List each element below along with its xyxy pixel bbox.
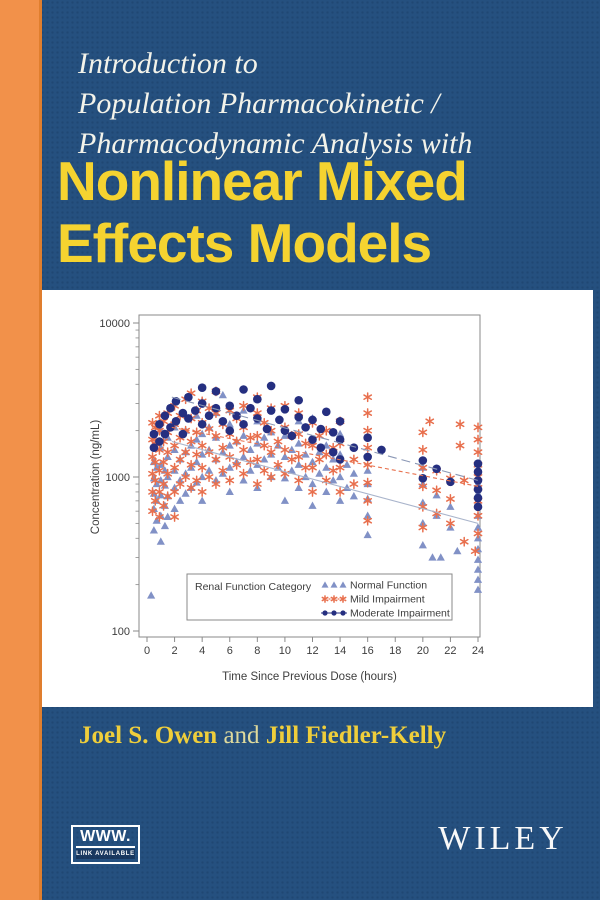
svg-text:Mild Impairment: Mild Impairment: [350, 594, 425, 606]
svg-text:10000: 10000: [99, 318, 130, 330]
spine-stripe: [0, 0, 42, 900]
book-subtitle: Introduction to Population Pharmacokinet…: [78, 44, 558, 164]
svg-text:0: 0: [144, 645, 150, 657]
svg-text:14: 14: [334, 645, 346, 657]
chart-panel: 0 2 4 6 8 10 12 14 16 18 20 22 24 100 1000 10000 Time Si…: [42, 290, 593, 707]
wiley-logo: WILEY: [438, 820, 568, 857]
svg-text:8: 8: [254, 645, 260, 657]
title-line-1: Nonlinear Mixed: [57, 150, 468, 212]
subtitle-line-2: Population Pharmacokinetic /: [78, 87, 440, 120]
svg-text:4: 4: [199, 645, 205, 657]
author-name-1: Joel S. Owen: [79, 722, 218, 749]
svg-text:2: 2: [172, 645, 178, 657]
svg-text:24: 24: [472, 645, 484, 657]
author-conjunction: and: [217, 722, 266, 749]
www-link-badge: WWW. LINK AVAILABLE: [71, 825, 140, 864]
author-line: Joel S. Owen and Jill Fiedler-Kelly: [79, 722, 559, 750]
www-text: WWW.: [76, 827, 135, 848]
svg-text:16: 16: [362, 645, 374, 657]
title-line-2: Effects Models: [57, 212, 432, 274]
svg-text:Concentration (ng/mL): Concentration (ng/mL): [90, 420, 102, 535]
svg-text:18: 18: [389, 645, 401, 657]
svg-text:Normal Function: Normal Function: [350, 580, 427, 592]
svg-text:20: 20: [417, 645, 429, 657]
svg-text:22: 22: [444, 645, 456, 657]
svg-text:Time Since Previous Dose (hour: Time Since Previous Dose (hours): [222, 671, 397, 683]
subtitle-line-1: Introduction to: [78, 47, 258, 80]
author-name-2: Jill Fiedler-Kelly: [265, 722, 447, 749]
svg-text:10: 10: [279, 645, 291, 657]
subtitle-line-3: Pharmacodynamic Analysis with: [78, 127, 473, 160]
svg-text:1000: 1000: [106, 472, 130, 484]
link-available-text: LINK AVAILABLE: [76, 849, 135, 859]
svg-text:Renal Function Category: Renal Function Category: [195, 581, 312, 593]
svg-text:6: 6: [227, 645, 233, 657]
svg-text:100: 100: [112, 626, 130, 638]
svg-text:12: 12: [306, 645, 318, 657]
svg-text:Moderate Impairment: Moderate Impairment: [350, 608, 450, 620]
book-title: Nonlinear Mixed Effects Models: [57, 150, 577, 274]
